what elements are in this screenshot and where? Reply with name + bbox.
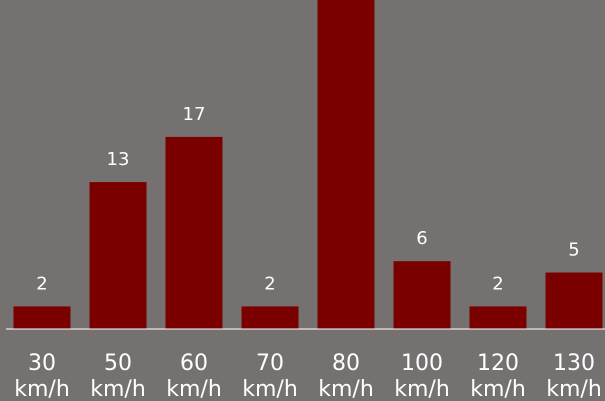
data-label-1: 13: [107, 149, 130, 170]
data-label-6: 2: [492, 273, 503, 294]
x-tick-label-7-value: 130: [553, 351, 595, 376]
x-tick-label-1-value: 50: [104, 351, 132, 376]
bar-0: [13, 306, 71, 329]
data-label-5: 6: [416, 228, 427, 249]
bar-1: [89, 182, 147, 329]
x-tick-label-5-value: 100: [401, 351, 443, 376]
data-label-0: 2: [36, 273, 47, 294]
x-tick-label-4-value: 80: [332, 351, 360, 376]
bars-group: [13, 0, 603, 329]
x-tick-label-6-unit: km/h: [470, 377, 526, 401]
bar-6: [469, 306, 527, 329]
data-label-3: 2: [264, 273, 275, 294]
data-label-2: 17: [183, 104, 206, 125]
bar-3: [241, 306, 299, 329]
bar-5: [393, 261, 451, 329]
x-tick-label-7-unit: km/h: [546, 377, 602, 401]
data-labels-group: 2 13 17 2 6 2 5: [36, 104, 579, 294]
x-tick-label-6-value: 120: [477, 351, 519, 376]
bar-4: [317, 0, 375, 329]
x-tick-label-2-value: 60: [180, 351, 208, 376]
bar-2: [165, 136, 223, 329]
x-tick-label-0-unit: km/h: [14, 377, 70, 401]
bar-7: [545, 272, 603, 329]
x-tick-labels-group: 30km/h50km/h60km/h70km/h80km/h100km/h120…: [14, 351, 602, 401]
data-label-7: 5: [568, 240, 579, 261]
x-tick-label-1-unit: km/h: [90, 377, 146, 401]
x-tick-label-5-unit: km/h: [394, 377, 450, 401]
x-tick-label-0-value: 30: [28, 351, 56, 376]
x-tick-label-3-unit: km/h: [242, 377, 298, 401]
x-tick-label-4-unit: km/h: [318, 377, 374, 401]
x-tick-label-3-value: 70: [256, 351, 284, 376]
x-tick-label-2-unit: km/h: [166, 377, 222, 401]
